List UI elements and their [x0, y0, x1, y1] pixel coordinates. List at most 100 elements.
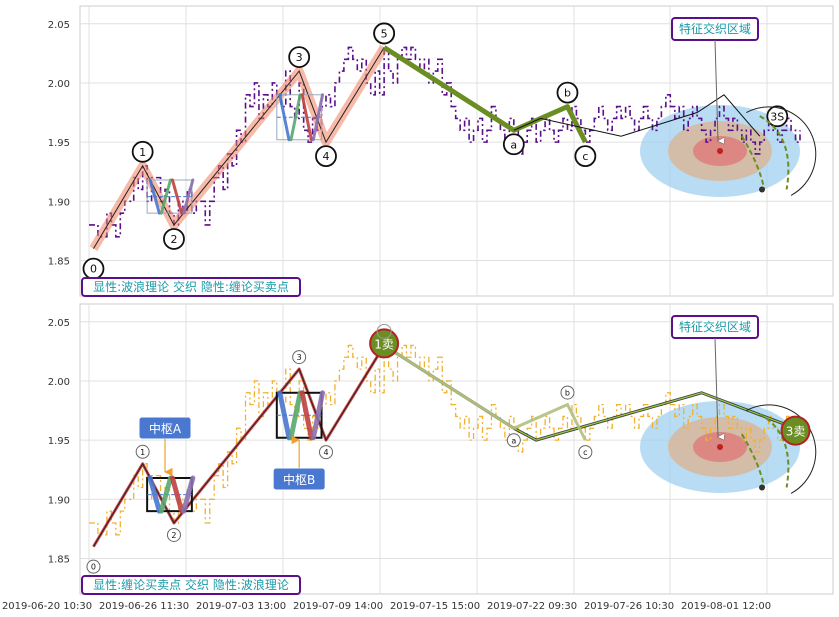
feature-zone-center	[717, 148, 723, 154]
wave-label: b	[564, 87, 571, 100]
wave-label: 3	[296, 51, 303, 64]
wave-label-circle	[292, 350, 307, 365]
wave-label: 1	[139, 146, 146, 159]
upper-panel: 1.851.901.952.002.05012345abc3S5特征交织区域显性…	[48, 5, 834, 297]
mode-annotation-box	[81, 575, 301, 595]
mode-annotation-text: 显性:波浪理论 交织 隐性:缠论买卖点	[93, 279, 289, 294]
zhongshu-stroke	[300, 93, 313, 142]
zhongshu-stroke	[288, 390, 303, 441]
x-tick-label: 2019-07-22 09:30	[487, 601, 577, 612]
wave-label: a	[511, 436, 516, 445]
projection-dashed-line	[759, 413, 790, 488]
zhongshu-stroke	[277, 390, 292, 441]
wave-label: 1	[140, 448, 145, 457]
wave-label-circle	[288, 46, 311, 69]
signal-label: 3卖	[786, 425, 806, 439]
x-tick-label: 2019-07-09 14:00	[293, 601, 383, 612]
x-tick-label: 2019-07-15 15:00	[390, 601, 480, 612]
zhongshu-stroke	[158, 475, 173, 514]
callout-text: 特征交织区域	[679, 319, 751, 334]
wave-label: 2	[171, 531, 176, 540]
price-line	[89, 46, 801, 238]
zhongshu-stroke	[169, 475, 185, 514]
zhongshu-stroke	[148, 178, 161, 215]
wave-label: 5	[381, 27, 388, 40]
y-tick-label: 1.85	[48, 256, 70, 267]
wave-label: a	[510, 138, 517, 151]
wave-label-circle	[163, 228, 185, 250]
wave-label-circle	[502, 133, 525, 156]
wave-label-circle	[578, 445, 593, 460]
projection-endpoint	[758, 186, 765, 193]
wave-label-circle	[131, 140, 154, 163]
price-line	[89, 344, 801, 536]
wave-label: 0	[90, 263, 97, 276]
y-tick-label: 2.05	[48, 20, 70, 31]
zhongshu-label: 中枢B	[283, 472, 315, 487]
projection-arc	[746, 106, 817, 196]
projection-dashed-line	[759, 115, 790, 190]
wave-label: b	[565, 389, 570, 398]
y-tick-label: 1.90	[48, 495, 70, 506]
callout-text: 特征交织区域	[679, 21, 751, 36]
impulse-wave-line	[93, 47, 385, 249]
wave-label-circle	[574, 145, 597, 168]
y-tick-label: 1.90	[48, 197, 70, 208]
zhongshu-stroke	[289, 93, 302, 142]
zhongshu-stroke	[182, 178, 195, 215]
wave-label: 4	[323, 448, 328, 457]
callout-arrow	[714, 337, 718, 437]
zhongshu-stroke	[170, 178, 184, 215]
wave-label: c	[583, 448, 587, 457]
wave-label-circle	[373, 22, 396, 45]
x-tick-label: 2019-06-20 10:30	[2, 601, 92, 612]
wave-label-circle	[135, 444, 150, 459]
zhongshu-stroke	[159, 178, 172, 215]
wave-label: c	[582, 150, 588, 163]
projection-endpoint	[758, 484, 765, 491]
wave-label-circle	[166, 527, 181, 542]
wave-label: 2	[170, 233, 177, 246]
zhongshu-stroke	[181, 475, 196, 514]
sub-wave-line	[513, 94, 761, 137]
wave-label-circle	[86, 559, 101, 574]
y-tick-label: 1.85	[48, 554, 70, 565]
feature-zone-center	[717, 444, 723, 450]
x-axis: 2019-06-20 10:30 2019-06-26 11:30 2019-07-…	[2, 601, 771, 612]
wave-label: 3	[297, 353, 302, 362]
zhongshu-label: 中枢A	[149, 421, 182, 436]
wave-label: 3S	[770, 110, 784, 123]
y-tick-label: 2.05	[48, 318, 70, 329]
callout-arrow	[714, 39, 718, 141]
wave-label: 0	[91, 563, 96, 572]
x-tick-label: 2019-07-26 10:30	[584, 601, 674, 612]
y-tick-label: 1.95	[48, 138, 70, 149]
y-tick-label: 2.00	[48, 79, 70, 90]
wave-label-circle	[766, 105, 789, 128]
x-tick-label: 2019-08-01 12:00	[681, 601, 771, 612]
signal-label: 1卖	[374, 337, 394, 351]
signal-marker	[369, 328, 400, 359]
correction-wave	[383, 344, 587, 441]
signal-marker	[780, 415, 811, 446]
zhongshu-stroke	[310, 390, 326, 441]
impulse-wave-line	[93, 345, 385, 547]
wave-label-circle	[560, 385, 575, 400]
wave-label: 4	[323, 150, 330, 163]
wave-label-circle	[319, 445, 333, 460]
wave-label-circle	[506, 433, 521, 448]
zhongshu-stroke	[299, 390, 314, 441]
x-tick-label: 2019-07-03 13:00	[196, 601, 286, 612]
mode-annotation-text: 显性:缠论买卖点 交织 隐性:波浪理论	[93, 577, 289, 592]
y-tick-label: 1.95	[48, 436, 70, 447]
y-tick-label: 2.00	[48, 377, 70, 388]
x-tick-label: 2019-06-26 11:30	[99, 601, 189, 612]
wave-label-circle	[376, 323, 392, 339]
wave-label-circle	[556, 81, 579, 104]
zhongshu-stroke	[147, 475, 162, 514]
lower-panel: 1.85 1.90 1.95 2.00 2.05 0 1 2 3 4 a b c 特征交织区域显性:缠论买…	[48, 303, 834, 595]
zhongshu-stroke	[278, 93, 291, 142]
zhongshu-stroke	[311, 93, 325, 142]
wave-label-circle	[315, 145, 337, 168]
